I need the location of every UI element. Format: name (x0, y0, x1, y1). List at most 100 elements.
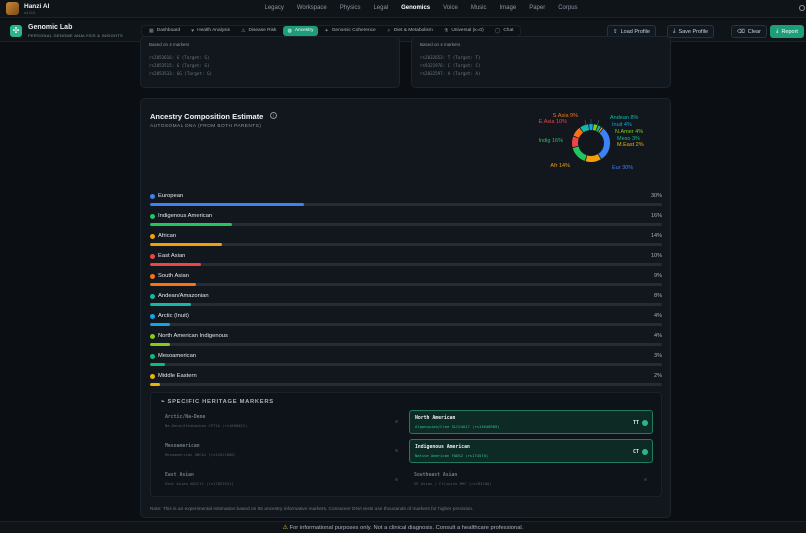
marker-genotype: TT (632, 420, 639, 426)
tab-universal[interactable]: ⚗ Universal (κ=0) (440, 26, 488, 36)
ancestry-row: Mesoamerican 3% (150, 353, 662, 374)
donut-label: Meso 3% (617, 136, 640, 142)
marker-line: rs2853616: G (Target: G) (149, 55, 210, 60)
nav-legacy[interactable]: Legacy (264, 5, 284, 11)
download-icon: ⤓ (776, 28, 779, 34)
top-navbar: Hanzi AI v1.0.0 Legacy Workspace Physics… (0, 0, 806, 18)
donut-label: E.Asia 10% (539, 119, 568, 125)
ancestry-title: Ancestry Composition Estimate (150, 112, 264, 121)
bar-fill (150, 383, 161, 386)
heritage-markers-panel: ⌁ SPECIFIC HERITAGE MARKERS Arctic/Na-De… (150, 392, 662, 497)
ancestry-row: Indigenous American 16% (150, 213, 662, 234)
tab-dashboard[interactable]: ▦ Dashboard (145, 26, 184, 36)
marker-title: Indigenous American (415, 445, 470, 450)
nav-music[interactable]: Music (470, 5, 487, 11)
check-icon (642, 449, 648, 455)
tab-label: Dashboard (156, 28, 181, 33)
ancestry-bars: European 30% Indigenous American 16% African… (150, 193, 662, 394)
bar-track (150, 303, 662, 306)
tab-label: Ancestry (294, 28, 314, 33)
leaf-icon: ✧ (386, 28, 391, 34)
donut-slice (598, 127, 603, 133)
tab-ancestry[interactable]: ◍ Ancestry (283, 26, 318, 36)
population-percent: 16% (650, 213, 662, 219)
tab-diet-metabolism[interactable]: ✧ Diet & Metabolism (383, 26, 437, 36)
dashboard-icon: ▦ (149, 28, 154, 34)
population-percent: 2% (654, 373, 662, 379)
card-header: Based on 4 markers (149, 42, 190, 47)
brand[interactable]: Hanzi AI v1.0.0 (6, 2, 49, 15)
population-name: European (158, 193, 184, 199)
marker-line: rs2032653: T (Target: T) (420, 55, 481, 60)
ancestry-card: Ancestry Composition Estimate i AUTOSOMA… (140, 98, 671, 518)
nav-legal[interactable]: Legal (373, 5, 389, 11)
footer-disclaimer: ⚠ For informational purposes only. Not a… (0, 521, 806, 533)
top-nav-links: Legacy Workspace Physics Legal Genomics … (258, 5, 584, 11)
nav-workspace[interactable]: Workspace (296, 5, 327, 11)
legend-dot (150, 254, 155, 259)
bar-track (150, 263, 662, 266)
ancestry-row: South Asian 9% (150, 273, 662, 294)
heritage-marker: Mesoamerican Mesoamerican ABCA1 (rs120110… (160, 439, 404, 463)
card-header: Based on 4 markers (420, 42, 461, 47)
population-percent: 14% (650, 233, 662, 239)
button-label: Save Profile (678, 28, 709, 35)
tab-chat[interactable]: ◯ Chat (491, 26, 518, 36)
heritage-markers-title: ⌁ SPECIFIC HERITAGE MARKERS (161, 399, 274, 405)
clear-button[interactable]: ⌫ Clear (731, 25, 767, 38)
trash-icon: ⌫ (737, 28, 745, 35)
donut-label: M.East 2% (617, 142, 644, 148)
save-profile-button[interactable]: ⤓ Save Profile (667, 25, 715, 38)
heritage-markers-title-text: SPECIFIC HERITAGE MARKERS (167, 399, 274, 405)
donut-slice (572, 146, 587, 161)
marker-title: North American (415, 416, 456, 421)
nav-corpus[interactable]: Corpus (558, 5, 578, 11)
marker-title: Arctic/Na-Dene (165, 415, 206, 420)
bar-track (150, 203, 662, 206)
population-percent: 3% (654, 353, 662, 359)
tab-health-analysis[interactable]: ♥ Health Analysis (187, 26, 234, 36)
disclaimer-note: Note: This is an experimental estimation… (150, 507, 474, 512)
info-icon[interactable]: i (270, 112, 277, 119)
marker-line: rs9321976: C (Target: C) (420, 63, 481, 68)
report-button[interactable]: ⤓ Report (770, 25, 804, 38)
tab-disease-risk[interactable]: ⚠ Disease Risk (237, 26, 280, 36)
ancestry-row: Arctic (Inuit) 4% (150, 313, 662, 334)
legend-dot (150, 374, 155, 379)
population-name: Mesoamerican (158, 353, 197, 359)
button-label: Report (781, 28, 798, 35)
population-name: African (158, 233, 177, 239)
ancestry-row: East Asian 10% (150, 253, 662, 274)
nav-voice[interactable]: Voice (443, 5, 458, 11)
bar-fill (150, 363, 166, 366)
settings-icon[interactable] (799, 5, 805, 11)
status-dot-icon (644, 478, 647, 481)
dna-icon: ✣ (10, 25, 22, 37)
marker-line: rs2032597: A (Target: A) (420, 71, 481, 76)
ancestry-subtitle: AUTOSOMAL DNA (FROM BOTH PARENTS) (150, 124, 262, 129)
bar-track (150, 343, 662, 346)
nav-physics[interactable]: Physics (339, 5, 361, 11)
tab-genomic-coherence[interactable]: ✦ Genomic Coherence (321, 26, 380, 36)
nav-paper[interactable]: Paper (529, 5, 546, 11)
marker-title: Mesoamerican (165, 444, 200, 449)
warning-icon: ⚠ (240, 28, 246, 34)
tab-label: Genomic Coherence (331, 28, 376, 33)
population-percent: 8% (654, 293, 662, 299)
app-version: v1.0.0 (24, 9, 35, 15)
nav-genomics[interactable]: Genomics (401, 5, 431, 11)
population-percent: 4% (654, 333, 662, 339)
donut-slice (598, 128, 610, 159)
marker-card-right: Based on 4 markers rs2032653: T (Target:… (411, 36, 671, 88)
donut-label: N.Amer 4% (615, 129, 643, 135)
marker-line: rs2853533: GG (Target: G) (149, 71, 213, 76)
legend-dot (150, 194, 155, 199)
population-percent: 10% (650, 253, 662, 259)
nav-image[interactable]: Image (499, 5, 517, 11)
donut-leader-line (596, 119, 600, 127)
ancestry-row: European 30% (150, 193, 662, 214)
sparkle-icon: ✦ (324, 28, 329, 34)
legend-dot (150, 334, 155, 339)
status-dot-icon (395, 449, 398, 452)
ancestry-row: Andean/Amazonian 8% (150, 293, 662, 314)
